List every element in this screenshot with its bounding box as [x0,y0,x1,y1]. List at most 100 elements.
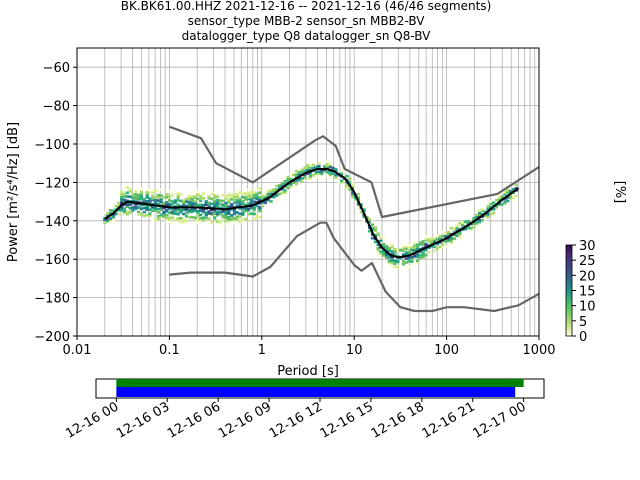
histogram-cell [424,243,428,246]
histogram-cell [184,214,189,218]
histogram-cell [382,242,386,246]
histogram-cell [393,250,397,253]
histogram-cell [494,198,499,202]
histogram-cell [379,250,383,253]
histogram-cell [416,243,420,246]
histogram-cell [204,213,208,217]
histogram-cell [472,225,476,229]
histogram-cell [370,223,375,227]
histogram-cell [376,232,380,235]
y-tick-label: −180 [34,292,70,307]
histogram-cell [354,196,358,200]
histogram-cell [128,188,132,191]
histogram-cell [134,197,138,201]
histogram-cell [201,205,206,208]
histogram-cell [227,191,231,194]
histogram-cell [396,260,400,263]
histogram-cell [447,238,451,242]
histogram-cell [354,198,358,201]
histogram-cell [120,193,124,196]
histogram-cell [131,199,135,203]
colorbar-tick-label: 10 [579,300,596,315]
timeline-tick-label: 12-16 15 [318,399,376,441]
histogram-cell [210,213,214,217]
colorbar-gradient [565,244,573,337]
histogram-cell [122,210,127,214]
histogram-cell [365,215,369,219]
histogram-cell [393,253,397,257]
histogram-cell [131,192,135,196]
histogram-cell [230,217,234,221]
histogram-cell [176,203,180,207]
histogram-cell [418,241,423,244]
histogram-cell [272,195,276,199]
histogram-cell [227,205,231,208]
histogram-cell [277,192,282,196]
histogram-cell [184,200,189,204]
histogram-cell [215,210,220,213]
histogram-cell [323,165,327,168]
histogram-cell [108,222,113,225]
histogram-cell [103,221,107,225]
histogram-cell [238,191,242,195]
histogram-cell [444,234,448,238]
histogram-cell [249,202,253,206]
histogram-cell [317,172,321,176]
histogram-cell [125,205,129,209]
histogram-cell [111,209,115,213]
histogram-cell [382,249,386,253]
histogram-cell [249,198,253,202]
histogram-cell [213,204,217,208]
histogram-cell [280,191,284,194]
histogram-cell [283,191,287,194]
histogram-cell [184,222,189,225]
histogram-cell [379,235,383,239]
plot-frame [76,47,540,337]
histogram-cell [176,192,180,196]
histogram-cell [379,252,383,255]
histogram-cell [317,170,321,173]
histogram-cell [134,200,138,203]
histogram-cell [213,199,217,203]
histogram-cell [387,249,392,253]
x-axis-label: Period [s] [277,364,339,379]
histogram-cell [230,195,234,198]
histogram-cell [232,192,237,196]
histogram-cell [241,218,245,222]
histogram-cell [475,220,479,224]
histogram-cell [421,255,425,259]
timeline-bar-used [116,387,516,397]
histogram-cell [182,218,186,222]
histogram-cell [292,173,296,177]
histogram-cell [255,192,259,196]
histogram-cell [170,216,175,219]
histogram-cell [125,195,129,198]
histogram-cell [427,240,431,243]
histogram-cell [148,190,152,194]
histogram-cell [235,199,239,202]
histogram-cell [235,215,239,219]
histogram-cell [114,212,118,216]
histogram-cell [137,206,141,210]
histogram-cell [449,238,454,242]
histogram-cell [128,210,132,213]
histogram-cell [475,213,479,217]
histogram-cell [339,181,344,185]
histogram-cell [145,208,149,212]
histogram-cell [252,206,256,210]
histogram-cell [472,222,476,226]
histogram-cell [139,187,144,191]
histogram-cell [416,247,420,251]
histogram-cell [168,211,172,214]
histogram-cell [413,254,417,258]
histogram-cell [331,166,335,170]
histogram-cell [306,172,310,175]
histogram-cell [418,243,423,246]
histogram-cell [199,199,203,203]
histogram-cell [410,241,414,244]
histogram-cell [190,194,194,198]
histogram-cell [373,226,377,229]
histogram-cell [122,192,127,196]
histogram-cell [432,237,437,241]
